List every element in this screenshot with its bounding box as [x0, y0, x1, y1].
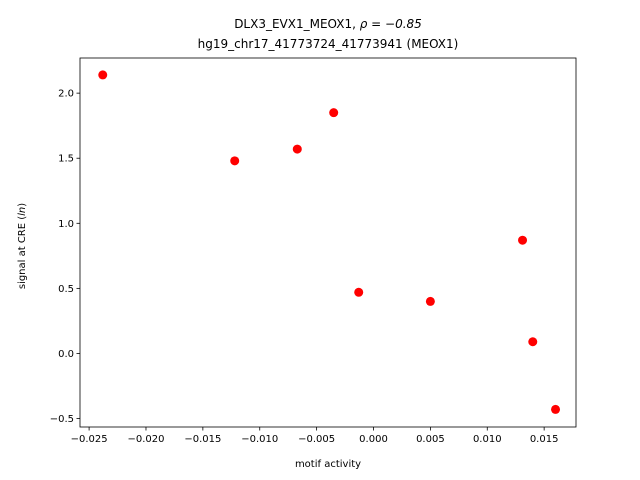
data-point — [230, 156, 240, 166]
x-tick-label: −0.010 — [241, 434, 278, 445]
x-tick-label: 0.010 — [473, 434, 502, 445]
y-tick-label: 1.5 — [58, 154, 74, 165]
x-tick-label: −0.005 — [298, 434, 335, 445]
y-tick-label: 0.0 — [58, 349, 74, 360]
data-point — [425, 296, 435, 306]
x-tick-label: −0.020 — [127, 434, 164, 445]
data-point — [292, 144, 302, 154]
data-point — [518, 235, 528, 245]
data-point — [329, 108, 339, 118]
y-tick-label: −0.5 — [50, 414, 74, 425]
y-tick-label: 0.5 — [58, 284, 74, 295]
x-tick-label: 0.015 — [530, 434, 559, 445]
plot-frame — [79, 57, 577, 428]
y-axis-label: signal at CRE (ln) — [17, 203, 28, 289]
chart-subtitle: hg19_chr17_41773724_41773941 (MEOX1) — [198, 37, 459, 51]
x-tick-label: 0.000 — [359, 434, 388, 445]
x-tick-label: 0.005 — [416, 434, 445, 445]
data-point — [528, 337, 538, 347]
y-tick-label: 2.0 — [58, 89, 74, 100]
x-axis: −0.025 −0.020 −0.015 −0.010 −0.005 0.000 0.005… — [71, 427, 559, 445]
y-tick-label: 1.0 — [58, 219, 74, 230]
y-axis: −0.5 0.0 0.5 1.0 1.5 2.0 — [50, 89, 80, 425]
data-point — [354, 287, 364, 297]
data-point — [98, 70, 108, 80]
chart-title: DLX3_EVX1_MEOX1, ρ = −0.85 — [234, 17, 422, 31]
data-points — [98, 70, 561, 414]
x-axis-label: motif activity — [295, 459, 361, 470]
data-point — [551, 404, 561, 414]
x-tick-label: −0.015 — [184, 434, 221, 445]
x-tick-label: −0.025 — [71, 434, 108, 445]
plot-area — [79, 57, 577, 428]
